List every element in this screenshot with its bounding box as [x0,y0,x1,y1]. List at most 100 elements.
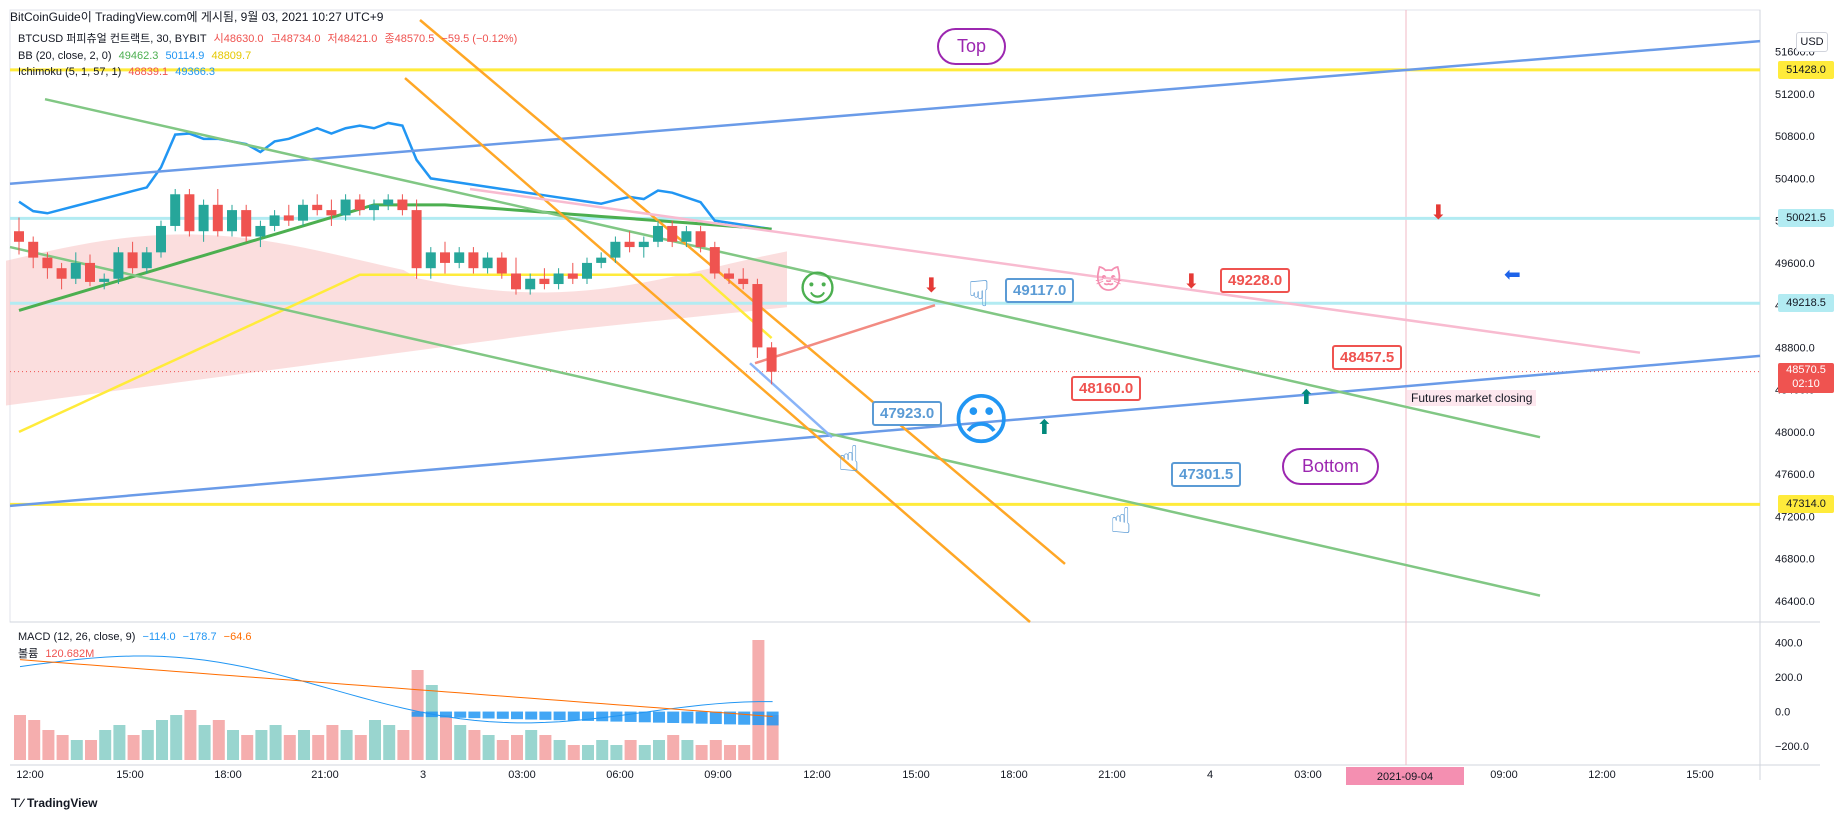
price-label-yellow: 51428.0 [1778,60,1834,79]
time-tick: 12:00 [16,769,44,781]
price-tick: 48000.0 [1775,427,1815,439]
time-tick: 4 [1207,769,1213,781]
change-value: −59.5 (−0.12%) [441,33,518,45]
candle-body [511,273,521,290]
candle-body [212,204,223,232]
volume-bar [227,730,239,760]
top-callout[interactable]: Top [937,28,1007,65]
currency-button[interactable]: USD [1796,32,1828,52]
price-tick: 47600.0 [1775,469,1815,481]
price-tick: 46400.0 [1775,596,1815,608]
candle-body [482,257,493,269]
volume-bar [170,715,183,760]
macd-histogram-bar [440,711,452,718]
bb-upper-line [18,121,772,231]
macd-histogram-bar [610,711,623,722]
arrow-up-icon-1: ⬆ [1036,417,1053,439]
candle-body [468,252,479,269]
candle-body [539,278,550,285]
price-label-cyan: 49218.5 [1778,294,1834,313]
trendline-orange-2 [404,77,1031,623]
bottom-callout[interactable]: Bottom [1282,448,1380,485]
arrow-left-icon: ⬅ [1504,264,1521,286]
symbol-title[interactable]: BTCUSD 퍼피츄얼 컨트랙트, 30, BYBIT [18,33,207,45]
note-n49117[interactable]: 49117.0 [1005,278,1075,303]
volume-bar [553,740,566,760]
note-n47923[interactable]: 47923.0 [872,401,943,426]
main-legend[interactable]: BTCUSD 퍼피츄얼 컨트랙트, 30, BYBIT 시48630.0 고48… [18,31,521,47]
tradingview-logo-icon: ⊤∕ [10,796,23,810]
trendline-blue-lower [9,354,1761,508]
time-highlight-bg [1346,767,1464,785]
candle-body [709,247,720,274]
bb-legend[interactable]: BB (20, close, 2, 0) 49462.3 50114.9 488… [18,48,255,64]
macd-title[interactable]: MACD (12, 26, close, 9) [18,631,136,643]
volume-bar [752,640,765,760]
volume-bar [667,735,680,760]
macd-histogram-bar [624,711,637,722]
ichimoku-cloud [6,234,787,406]
note-n47301[interactable]: 47301.5 [1171,462,1242,487]
time-tick: 18:00 [214,769,242,781]
macd-histogram-bar [553,711,566,721]
price-tick: 47200.0 [1775,511,1815,523]
volume-bar [241,735,254,760]
macd-histogram-bar [539,711,552,720]
volume-legend[interactable]: 볼륨 120.682M [18,646,98,662]
volume-bar [212,720,225,760]
futures-closing-note[interactable]: Futures market closing [1407,390,1537,406]
candle-body [411,210,422,269]
volume-bar [383,725,396,760]
note-n48160[interactable]: 48160.0 [1071,376,1142,401]
volume-bar [269,725,282,760]
volume-bar [681,740,694,760]
volume-bar [312,735,325,760]
ichimoku-legend[interactable]: Ichimoku (5, 1, 57, 1) 48839.1 49366.3 [18,64,219,80]
macd-histogram-bar [482,711,495,719]
arrow-up-icon-2: ⬆ [1298,387,1315,409]
open-value: 시48630.0 [213,33,264,45]
volume-title[interactable]: 볼륨 [18,648,39,660]
price-label-yellow: 47314.0 [1778,495,1834,514]
candle-body [85,262,95,282]
volume-bar [42,730,55,760]
sad-face-icon: ☹ [952,388,1011,451]
trendline-orange-1 [419,19,1066,565]
macd-histogram-bar [695,711,708,724]
bb-title[interactable]: BB (20, close, 2, 0) [18,50,112,62]
publish-credit: BitCoinGuide이 TradingView.com에 게시됨, 9월 0… [10,10,384,24]
candle-body [255,225,266,237]
ichimoku-value-2: 49366.3 [175,66,215,78]
volume-bar [298,730,310,760]
candle-body [454,252,465,263]
candle-body [241,210,252,237]
candle-body [766,347,777,372]
time-tick: 3 [420,769,426,781]
candle-body [425,252,436,269]
note-n48457[interactable]: 48457.5 [1332,345,1403,370]
time-tick: 09:00 [1490,769,1518,781]
note-n49228[interactable]: 49228.0 [1220,268,1291,293]
macd-histogram-bar [667,711,680,723]
volume-bar [724,745,736,760]
ichimoku-title[interactable]: Ichimoku (5, 1, 57, 1) [18,66,122,78]
macd-signal-line [19,659,773,718]
macd-value-1: −114.0 [142,631,176,643]
macd-legend[interactable]: MACD (12, 26, close, 9) −114.0 −178.7 −6… [18,629,256,645]
candle-body [127,252,138,269]
arrow-down-icon-2: ⬇ [1183,271,1200,293]
volume-bar [141,730,154,760]
candle-body [227,210,237,232]
candle-body [440,252,450,263]
macd-histogram-bar [724,711,736,725]
time-tick: 12:00 [1588,769,1616,781]
volume-bar [539,735,552,760]
time-tick: 15:00 [902,769,930,781]
macd-histogram-bar [596,711,609,722]
smiley-icon: ☺ [790,255,846,315]
volume-bar [255,730,268,760]
tradingview-brand[interactable]: ⊤∕ TradingView [10,796,97,810]
volume-bar [340,730,353,760]
